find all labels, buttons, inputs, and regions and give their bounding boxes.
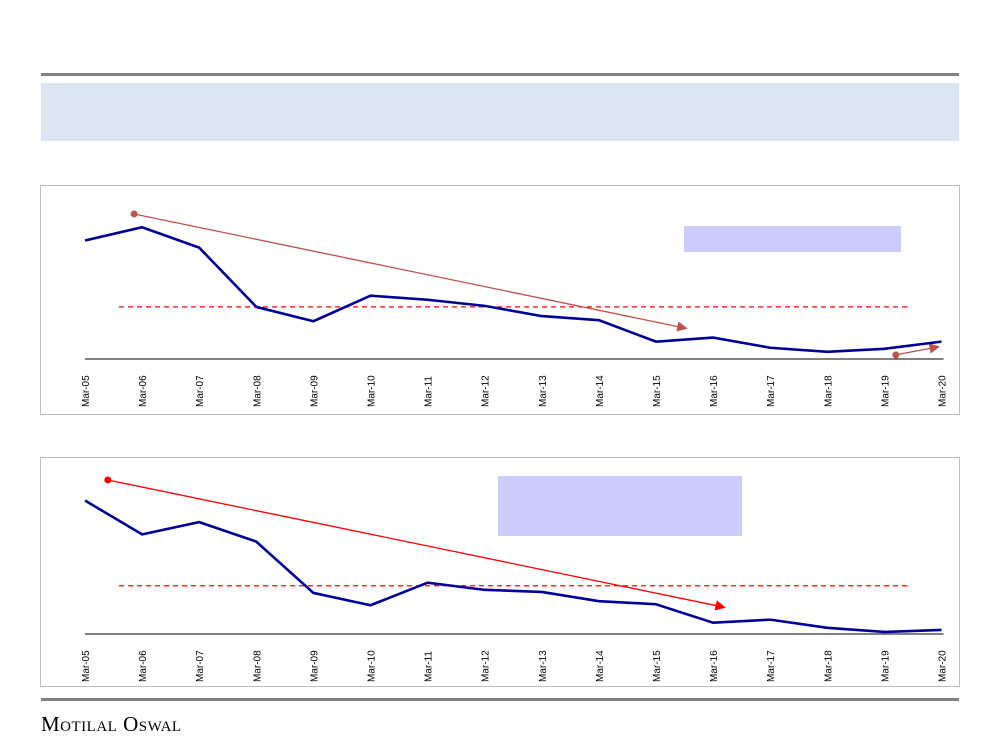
x-tick-label: Mar-06 bbox=[138, 375, 149, 407]
x-tick-label: Mar-15 bbox=[652, 375, 663, 407]
x-tick-label: Mar-16 bbox=[709, 650, 720, 682]
x-tick-label: Mar-16 bbox=[709, 375, 720, 407]
bottom-rule bbox=[41, 698, 959, 701]
x-tick-label: Mar-19 bbox=[880, 375, 891, 407]
chart-panel-2: Mar-05 Mar-06 Mar-07 Mar-08 Mar-09 Mar-10 Mar-… bbox=[40, 457, 960, 687]
header-banner bbox=[41, 83, 959, 141]
label-box bbox=[684, 226, 901, 252]
brand-logo: Motilal Oswal bbox=[41, 712, 182, 736]
x-tick-label: Mar-11 bbox=[424, 651, 435, 682]
x-tick-label: Mar-20 bbox=[938, 375, 949, 407]
x-tick-label: Mar-08 bbox=[252, 650, 263, 682]
x-tick-label: Mar-19 bbox=[880, 650, 891, 682]
label-box bbox=[498, 476, 742, 536]
x-tick-label: Mar-14 bbox=[595, 375, 606, 407]
x-tick-label: Mar-20 bbox=[938, 650, 949, 682]
x-tick-label: Mar-17 bbox=[766, 650, 777, 682]
x-tick-label: Mar-05 bbox=[81, 375, 92, 407]
x-tick-label: Mar-07 bbox=[195, 650, 206, 682]
x-tick-label: Mar-12 bbox=[481, 650, 492, 682]
x-tick-label: Mar-15 bbox=[652, 650, 663, 682]
trend-arrow-start-dot bbox=[892, 351, 900, 359]
x-tick-label: Mar-12 bbox=[481, 375, 492, 407]
x-tick-label: Mar-05 bbox=[81, 650, 92, 682]
line-chart-1: Mar-05 Mar-06 Mar-07 Mar-08 Mar-09 Mar-10 Mar-… bbox=[81, 210, 949, 407]
x-tick-label: Mar-13 bbox=[538, 375, 549, 407]
chart-panel-1: Mar-05 Mar-06 Mar-07 Mar-08 Mar-09 Mar-10 Mar-… bbox=[40, 185, 960, 415]
x-tick-label: Mar-18 bbox=[823, 650, 834, 682]
x-tick-label: Mar-13 bbox=[538, 650, 549, 682]
x-tick-label: Mar-10 bbox=[367, 650, 378, 682]
x-tick-label: Mar-14 bbox=[595, 650, 606, 682]
x-tick-label: Mar-07 bbox=[195, 375, 206, 407]
x-tick-label: Mar-09 bbox=[309, 650, 320, 682]
line-chart-2: Mar-05 Mar-06 Mar-07 Mar-08 Mar-09 Mar-10 Mar-… bbox=[81, 476, 949, 682]
x-tick-label: Mar-08 bbox=[252, 375, 263, 407]
series-line bbox=[84, 225, 942, 354]
top-rule bbox=[41, 73, 959, 76]
x-tick-label: Mar-17 bbox=[766, 375, 777, 407]
trend-arrow bbox=[133, 213, 688, 332]
trend-arrow-start-dot bbox=[104, 476, 112, 484]
trend-arrow bbox=[895, 343, 940, 356]
x-tick-label: Mar-10 bbox=[367, 375, 378, 407]
x-tick-label: Mar-11 bbox=[424, 376, 435, 407]
x-tick-label: Mar-06 bbox=[138, 650, 149, 682]
x-tick-label: Mar-09 bbox=[309, 375, 320, 407]
trend-arrow bbox=[107, 479, 726, 611]
x-tick-label: Mar-18 bbox=[823, 375, 834, 407]
trend-arrow-start-dot bbox=[130, 210, 138, 218]
series-line bbox=[84, 499, 942, 634]
